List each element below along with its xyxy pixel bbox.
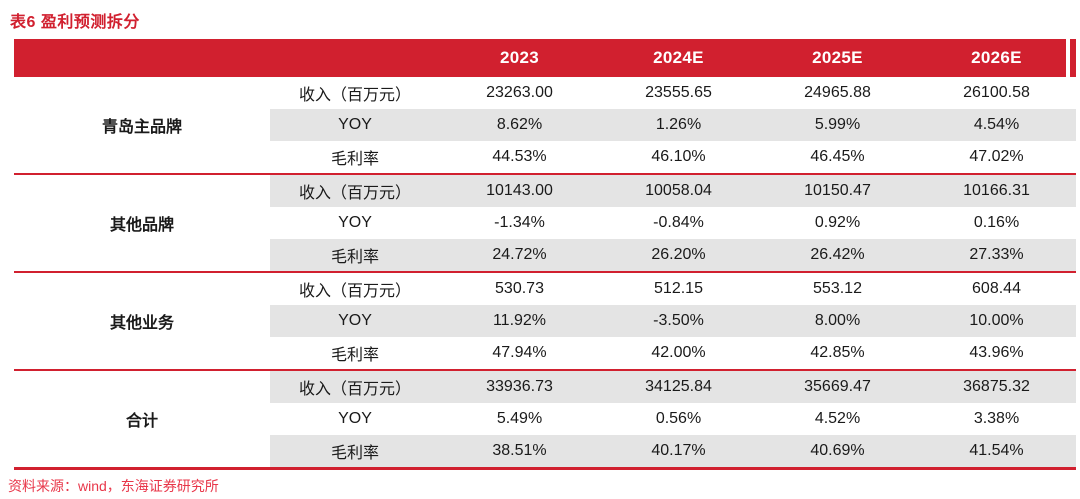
group-label: 其他业务 bbox=[14, 273, 270, 369]
cell-value: 4.54% bbox=[973, 116, 1020, 133]
cell-value: 41.54% bbox=[969, 442, 1024, 459]
metric-label: 毛利率 bbox=[330, 151, 379, 168]
metric-label: YOY bbox=[338, 214, 372, 231]
cell-value: 4.52% bbox=[814, 410, 861, 427]
cell-value: 46.10% bbox=[651, 148, 706, 165]
table-row: 收入（百万元） 530.73 512.15 553.12 608.44 bbox=[270, 273, 1076, 305]
cell-value: 33936.73 bbox=[486, 378, 553, 395]
cell-value: 608.44 bbox=[972, 280, 1021, 297]
group-rows: 收入（百万元） 33936.73 34125.84 35669.47 36875… bbox=[270, 371, 1076, 467]
table-header-row: 2023 2024E 2025E 2026E bbox=[14, 39, 1076, 77]
column-header-2026e: 2026E bbox=[971, 48, 1022, 67]
cell-value: 11.92% bbox=[492, 312, 547, 329]
cell-value: 5.99% bbox=[814, 116, 861, 133]
cell-value: 46.45% bbox=[810, 148, 865, 165]
metric-label: YOY bbox=[338, 312, 372, 329]
cell-value: -1.34% bbox=[494, 214, 545, 231]
table-group-total: 合计 收入（百万元） 33936.73 34125.84 35669.47 36… bbox=[14, 369, 1076, 467]
cell-value: 35669.47 bbox=[804, 378, 871, 395]
cell-value: 10166.31 bbox=[963, 182, 1030, 199]
table-row: 收入（百万元） 10143.00 10058.04 10150.47 10166… bbox=[270, 175, 1076, 207]
metric-label: 毛利率 bbox=[330, 347, 379, 364]
cell-value: 5.49% bbox=[496, 410, 543, 427]
cell-value: 10150.47 bbox=[804, 182, 871, 199]
metric-label: 收入（百万元） bbox=[298, 381, 411, 398]
table-group-other-brands: 其他品牌 收入（百万元） 10143.00 10058.04 10150.47 … bbox=[14, 173, 1076, 271]
cell-value: 24965.88 bbox=[804, 84, 871, 101]
group-label: 合计 bbox=[14, 371, 270, 467]
metric-label: 收入（百万元） bbox=[298, 283, 411, 300]
cell-value: 8.00% bbox=[814, 312, 861, 329]
cell-value: -3.50% bbox=[653, 312, 704, 329]
table-group-other-business: 其他业务 收入（百万元） 530.73 512.15 553.12 608.44… bbox=[14, 271, 1076, 369]
cell-value: 0.56% bbox=[655, 410, 702, 427]
table-row: 毛利率 44.53% 46.10% 46.45% 47.02% bbox=[270, 141, 1076, 173]
forecast-table: 2023 2024E 2025E 2026E 青岛主品牌 收入（百万元） 232… bbox=[14, 39, 1076, 470]
header-edge-gap bbox=[1066, 39, 1070, 77]
group-label: 其他品牌 bbox=[14, 175, 270, 271]
cell-value: 10058.04 bbox=[645, 182, 712, 199]
group-rows: 收入（百万元） 530.73 512.15 553.12 608.44 YOY … bbox=[270, 273, 1076, 369]
table-row: 毛利率 24.72% 26.20% 26.42% 27.33% bbox=[270, 239, 1076, 271]
cell-value: 24.72% bbox=[492, 246, 547, 263]
cell-value: 23263.00 bbox=[486, 84, 553, 101]
cell-value: 512.15 bbox=[654, 280, 703, 297]
group-label: 青岛主品牌 bbox=[14, 77, 270, 173]
column-header-2025e: 2025E bbox=[812, 48, 863, 67]
metric-label: 毛利率 bbox=[330, 249, 379, 266]
cell-value: 42.85% bbox=[810, 344, 865, 361]
group-rows: 收入（百万元） 10143.00 10058.04 10150.47 10166… bbox=[270, 175, 1076, 271]
cell-value: -0.84% bbox=[653, 214, 704, 231]
metric-label: YOY bbox=[338, 410, 372, 427]
cell-value: 530.73 bbox=[495, 280, 544, 297]
metric-label: 收入（百万元） bbox=[298, 87, 411, 104]
cell-value: 0.16% bbox=[973, 214, 1020, 231]
cell-value: 40.17% bbox=[651, 442, 706, 459]
cell-value: 26.20% bbox=[651, 246, 706, 263]
table-group-qingdao-main: 青岛主品牌 收入（百万元） 23263.00 23555.65 24965.88… bbox=[14, 77, 1076, 173]
cell-value: 23555.65 bbox=[645, 84, 712, 101]
cell-value: 553.12 bbox=[813, 280, 862, 297]
table-row: YOY 8.62% 1.26% 5.99% 4.54% bbox=[270, 109, 1076, 141]
table-row: YOY -1.34% -0.84% 0.92% 0.16% bbox=[270, 207, 1076, 239]
metric-label: 收入（百万元） bbox=[298, 185, 411, 202]
group-rows: 收入（百万元） 23263.00 23555.65 24965.88 26100… bbox=[270, 77, 1076, 173]
cell-value: 38.51% bbox=[492, 442, 547, 459]
metric-label: YOY bbox=[338, 116, 372, 133]
cell-value: 10.00% bbox=[969, 312, 1024, 329]
source-note: 资料来源：wind，东海证券研究所 bbox=[8, 478, 219, 494]
cell-value: 44.53% bbox=[492, 148, 547, 165]
column-header-2024e: 2024E bbox=[653, 48, 704, 67]
cell-value: 47.94% bbox=[492, 344, 547, 361]
cell-value: 3.38% bbox=[973, 410, 1020, 427]
cell-value: 34125.84 bbox=[645, 378, 712, 395]
table-body: 青岛主品牌 收入（百万元） 23263.00 23555.65 24965.88… bbox=[14, 77, 1076, 470]
table-row: 毛利率 38.51% 40.17% 40.69% 41.54% bbox=[270, 435, 1076, 467]
cell-value: 36875.32 bbox=[963, 378, 1030, 395]
column-header-2023: 2023 bbox=[499, 48, 540, 67]
cell-value: 10143.00 bbox=[486, 182, 553, 199]
table-row: YOY 11.92% -3.50% 8.00% 10.00% bbox=[270, 305, 1076, 337]
table-row: 收入（百万元） 23263.00 23555.65 24965.88 26100… bbox=[270, 77, 1076, 109]
table-title: 表6 盈利预测拆分 bbox=[10, 14, 140, 31]
cell-value: 40.69% bbox=[810, 442, 865, 459]
cell-value: 27.33% bbox=[969, 246, 1024, 263]
cell-value: 47.02% bbox=[969, 148, 1024, 165]
cell-value: 42.00% bbox=[651, 344, 706, 361]
cell-value: 1.26% bbox=[655, 116, 702, 133]
cell-value: 26.42% bbox=[810, 246, 865, 263]
table-row: 毛利率 47.94% 42.00% 42.85% 43.96% bbox=[270, 337, 1076, 369]
cell-value: 26100.58 bbox=[963, 84, 1030, 101]
table-row: 收入（百万元） 33936.73 34125.84 35669.47 36875… bbox=[270, 371, 1076, 403]
cell-value: 0.92% bbox=[814, 214, 861, 231]
cell-value: 8.62% bbox=[496, 116, 543, 133]
cell-value: 43.96% bbox=[969, 344, 1024, 361]
metric-label: 毛利率 bbox=[330, 445, 379, 462]
table-row: YOY 5.49% 0.56% 4.52% 3.38% bbox=[270, 403, 1076, 435]
